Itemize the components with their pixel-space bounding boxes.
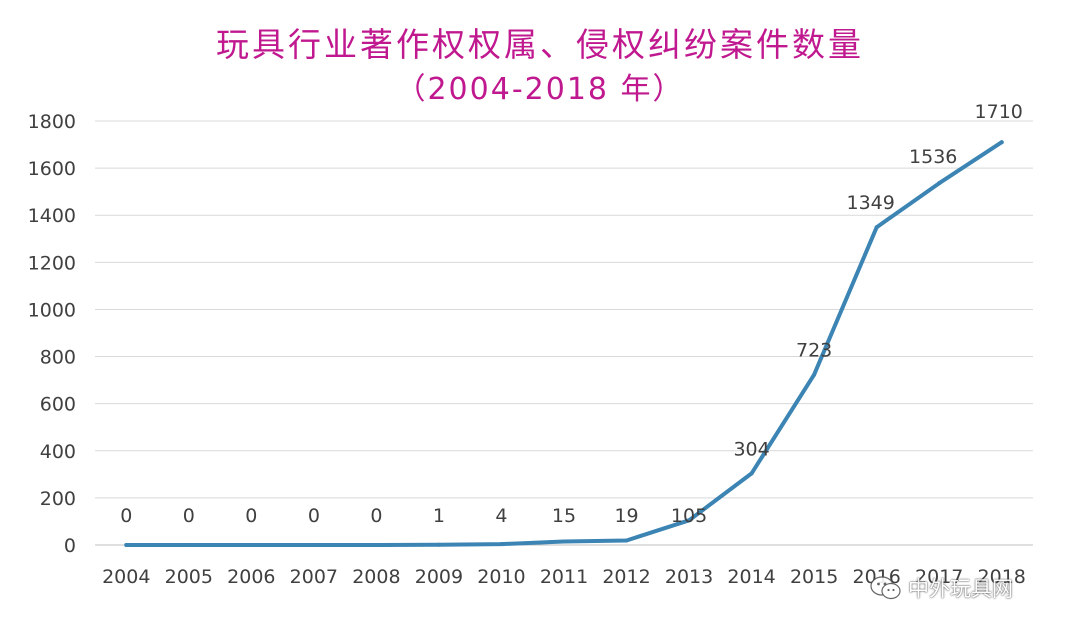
data-point	[499, 542, 504, 547]
data-label: 0	[183, 505, 195, 527]
data-point	[937, 181, 942, 186]
data-point	[624, 538, 629, 543]
data-label: 4	[495, 505, 507, 527]
chart-title: 玩具行业著作权权属、侵权纠纷案件数量	[216, 25, 864, 64]
data-labels: 0 0 0 0 0 1 4 15 19 105 304 723 1349 1536 1710	[120, 101, 1023, 527]
data-label: 19	[614, 505, 638, 527]
data-label: 0	[245, 505, 257, 527]
y-tick-label: 1600	[28, 158, 76, 180]
data-label: 1710	[975, 101, 1023, 123]
x-tick-label: 2006	[227, 566, 275, 588]
x-tick-label: 2007	[290, 566, 338, 588]
x-tick-label: 2018	[978, 566, 1026, 588]
x-tick-label: 2005	[165, 566, 213, 588]
x-tick-label: 2004	[102, 566, 150, 588]
data-label: 0	[120, 505, 132, 527]
data-point	[311, 543, 316, 547]
y-tick-label: 1400	[28, 205, 76, 227]
data-point	[374, 543, 379, 547]
x-tick-label: 2013	[665, 566, 713, 588]
x-axis-ticks: 2004 2005 2006 2007 2008 2009 2010 2011 2012 2013…	[102, 566, 1026, 588]
y-tick-label: 1200	[28, 252, 76, 274]
data-point	[999, 140, 1004, 145]
data-point	[124, 543, 129, 547]
x-tick-label: 2008	[352, 566, 400, 588]
chart-subtitle: （2004-2018 年）	[395, 72, 685, 107]
watermark-text: 中外玩具网	[908, 577, 1013, 601]
x-tick-label: 2014	[727, 566, 775, 588]
y-tick-label: 1800	[28, 111, 76, 133]
data-point	[687, 518, 692, 523]
data-label: 15	[552, 505, 576, 527]
data-label: 0	[308, 505, 320, 527]
y-tick-label: 600	[40, 394, 76, 416]
x-tick-label: 2015	[790, 566, 838, 588]
y-axis-ticks: 0 200 400 600 800 1000 1200 1400 1600 1800	[28, 111, 76, 557]
x-tick-label: 2011	[540, 566, 588, 588]
x-tick-label: 2009	[415, 566, 463, 588]
x-tick-label: 2017	[915, 566, 963, 588]
data-label: 723	[796, 340, 832, 362]
wechat-icon	[870, 576, 901, 600]
data-label: 105	[671, 505, 707, 527]
x-tick-label: 2010	[477, 566, 525, 588]
y-tick-label: 200	[40, 488, 76, 510]
watermark: 中外玩具网	[870, 572, 1013, 604]
data-point	[186, 543, 191, 547]
data-point	[812, 372, 817, 377]
gridlines	[95, 120, 1033, 546]
data-point	[562, 539, 566, 544]
data-label: 0	[370, 505, 382, 527]
y-tick-label: 800	[40, 347, 76, 369]
data-label: 1	[433, 505, 445, 527]
y-tick-label: 0	[64, 535, 76, 557]
data-label: 1349	[846, 192, 894, 214]
x-tick-label: 2012	[602, 566, 650, 588]
y-tick-label: 1000	[28, 299, 76, 321]
data-label: 304	[733, 438, 769, 460]
data-point	[436, 542, 441, 547]
data-label: 1536	[909, 146, 957, 168]
data-point	[874, 225, 879, 230]
series-layer	[124, 140, 1004, 547]
data-point	[749, 471, 754, 476]
y-tick-label: 400	[40, 441, 76, 463]
data-point	[249, 543, 254, 547]
